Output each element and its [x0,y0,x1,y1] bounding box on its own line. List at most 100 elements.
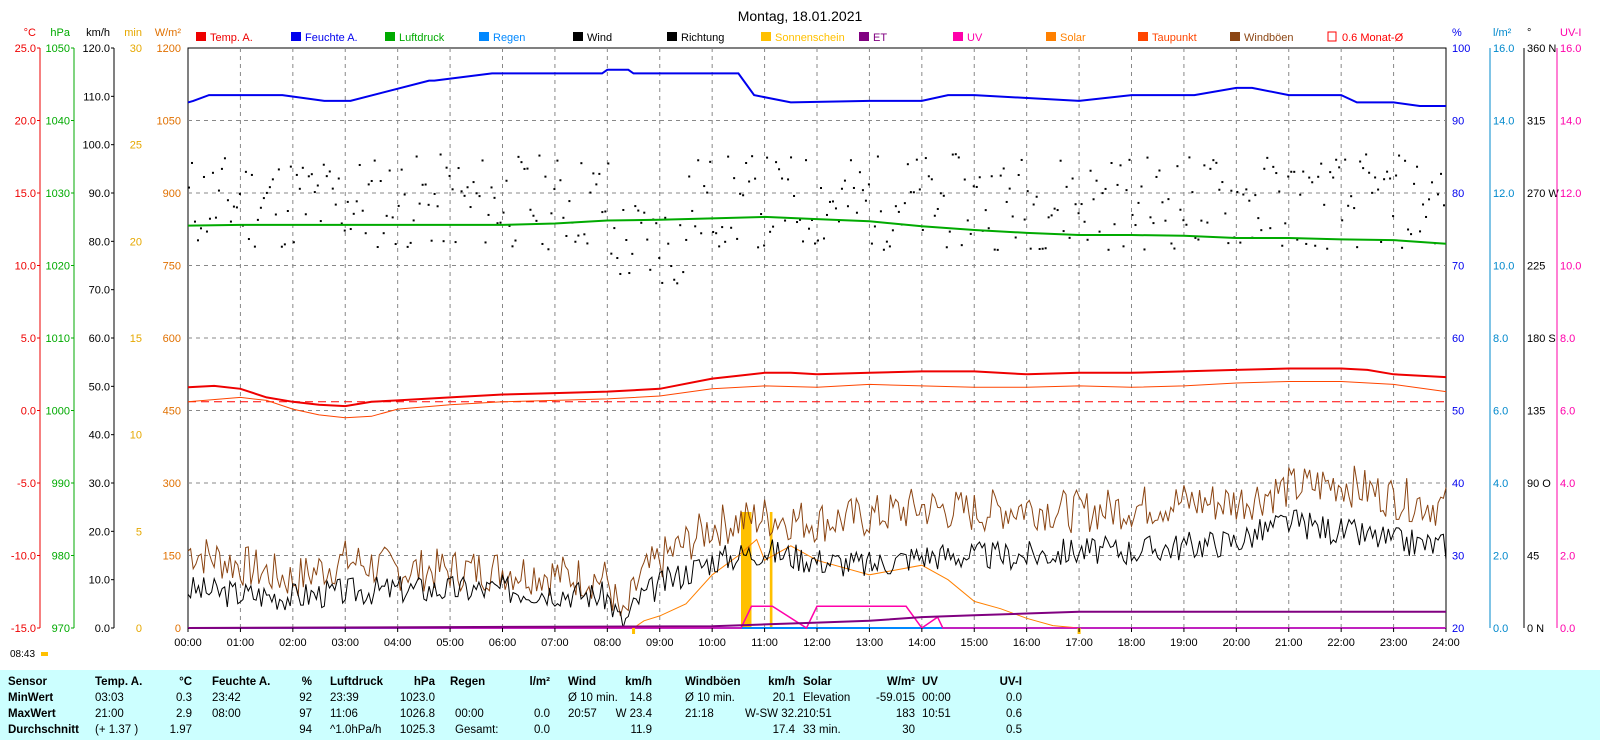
direction-dot [825,213,828,216]
direction-dot [694,225,697,228]
direction-dot [1311,181,1314,184]
left-axis-tick: 90.0 [89,188,110,200]
direction-dot [301,166,304,169]
direction-dot [346,200,349,203]
direction-dot [397,204,400,207]
direction-dot [1119,164,1122,167]
summary-header: km/h [625,676,652,688]
direction-dot [658,256,661,259]
direction-dot [616,257,619,260]
direction-dot [1038,247,1041,250]
left-axis-tick: 0.0 [21,406,36,418]
direction-dot [646,238,649,241]
x-axis-tick: 01:00 [227,637,255,649]
direction-dot [451,188,454,191]
direction-dot [787,178,790,181]
summary-cell: 0.3 [176,692,192,704]
legend-label: Regen [493,32,525,44]
right-axis-tick: 40 [1452,478,1464,490]
summary-cell: Ø 10 min. [568,692,618,704]
legend-label: Sonnenschein [775,32,845,44]
direction-dot [598,172,601,175]
direction-dot [1335,158,1338,161]
legend: Temp. A. Feuchte A. Luftdruck Regen Wind Rich… [196,31,1404,44]
direction-dot [1245,188,1248,191]
direction-dot [1164,219,1167,222]
x-axis-tick: 04:00 [384,637,412,649]
summary-cell: 1023.0 [399,692,435,704]
direction-dot [912,191,915,194]
et-line [187,610,1446,629]
direction-dot [238,192,241,195]
right-axis-tick: 100 [1452,43,1470,55]
direction-dot [400,168,403,171]
right-axis-tick: 10.0 [1493,261,1514,273]
x-axis-tick: 16:00 [1013,637,1041,649]
direction-dot [1347,204,1350,207]
legend-swatch [196,32,206,41]
direction-dot [232,205,235,208]
direction-dot [556,159,559,162]
direction-dot [885,240,888,243]
direction-dot [406,245,409,248]
direction-dot [271,178,274,181]
direction-dot [1293,170,1296,173]
direction-dot [858,171,861,174]
legend-swatch [1046,32,1056,41]
direction-dot [1248,199,1251,202]
direction-dot [891,229,894,232]
direction-dot [328,170,331,173]
direction-dot [1257,217,1260,220]
gust-line [187,465,1447,617]
direction-dot [1353,207,1356,210]
summary-header: Sensor [8,676,47,688]
x-axis-tick: 14:00 [908,637,936,649]
direction-dot [388,169,391,172]
legend-swatch [1138,32,1148,41]
direction-dot [1404,159,1407,162]
direction-dot [906,163,909,166]
left-axis-unit: km/h [86,27,110,39]
left-axis-tick: 1030 [46,188,70,200]
direction-dot [1149,216,1152,219]
right-axis-tick: 225 [1527,261,1545,273]
direction-dot [1209,167,1212,170]
direction-dot [831,200,834,203]
direction-dot [1140,185,1143,188]
direction-dot [984,209,987,212]
summary-cell: 23:42 [212,692,241,704]
dewpoint-line [187,381,1447,419]
direction-dot [775,161,778,164]
x-axis-tick: 05:00 [436,637,464,649]
legend-label: Luftdruck [399,32,445,44]
direction-dot [421,183,424,186]
direction-dot [1002,167,1005,170]
right-axis-tick: 6.0 [1493,406,1508,418]
direction-dot [760,213,763,216]
direction-dot [1095,179,1098,182]
direction-dot [996,248,999,251]
direction-dot [193,220,196,223]
direction-dot [1413,182,1416,185]
direction-dot [805,159,808,162]
left-axis-tick: 50.0 [89,381,110,393]
left-axis-unit: °C [24,27,36,39]
left-axis-tick: 1000 [46,406,70,418]
direction-dot [1008,187,1011,190]
direction-dot [1365,153,1368,156]
direction-dot [1326,247,1329,250]
direction-dot [463,194,466,197]
summary-header: Solar [803,676,832,688]
direction-dot [295,173,298,176]
direction-dot [1089,169,1092,172]
legend-label: Solar [1060,32,1086,44]
direction-dot [709,160,712,163]
direction-dot [1110,162,1113,165]
direction-dot [553,188,556,191]
direction-dot [550,212,553,215]
direction-dot [1281,244,1284,247]
direction-dot [736,237,739,240]
direction-dot [1167,198,1170,201]
left-axis-tick: 5.0 [21,333,36,345]
direction-dot [754,177,757,180]
